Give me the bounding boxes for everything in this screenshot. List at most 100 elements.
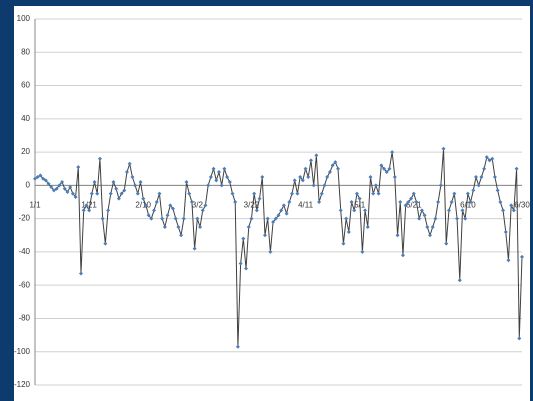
- point-marker: [465, 191, 470, 196]
- point-marker: [354, 191, 359, 196]
- point-marker: [376, 191, 381, 196]
- point-marker: [219, 183, 224, 188]
- point-marker: [452, 191, 457, 196]
- point-marker: [181, 216, 186, 221]
- point-marker: [106, 208, 111, 213]
- point-marker: [157, 191, 162, 196]
- point-marker: [357, 196, 362, 201]
- point-marker: [444, 241, 449, 246]
- point-marker: [471, 188, 476, 193]
- point-marker: [398, 200, 403, 204]
- point-marker: [187, 191, 192, 196]
- point-marker: [122, 188, 127, 193]
- x-tick-label: 5/21: [406, 200, 422, 209]
- point-marker: [336, 166, 341, 171]
- point-marker: [127, 161, 132, 166]
- x-tick-label: 3/22: [244, 200, 260, 209]
- point-marker: [162, 224, 167, 229]
- point-marker: [425, 224, 430, 229]
- point-marker: [249, 216, 254, 221]
- point-marker: [517, 336, 522, 341]
- point-marker: [43, 178, 48, 183]
- point-marker: [428, 233, 433, 238]
- point-marker: [463, 216, 468, 221]
- point-marker: [438, 183, 443, 188]
- point-marker: [392, 175, 397, 180]
- point-marker: [365, 224, 370, 229]
- point-marker: [295, 191, 300, 196]
- y-tick-label: 0: [26, 180, 31, 189]
- point-marker: [160, 216, 165, 221]
- point-marker: [395, 233, 400, 238]
- point-marker: [327, 170, 332, 175]
- point-marker: [487, 158, 492, 163]
- point-marker: [49, 185, 54, 190]
- point-marker: [287, 200, 292, 204]
- point-marker: [430, 224, 435, 229]
- point-marker: [143, 203, 148, 208]
- point-marker: [57, 183, 62, 188]
- point-marker: [41, 176, 46, 181]
- point-marker: [511, 208, 516, 213]
- point-marker: [325, 175, 330, 180]
- point-marker: [62, 186, 67, 191]
- point-marker: [235, 344, 240, 349]
- point-marker: [238, 261, 243, 266]
- point-marker: [95, 191, 100, 196]
- point-marker: [179, 233, 184, 238]
- point-marker: [244, 266, 249, 271]
- point-marker: [165, 213, 170, 218]
- point-marker: [468, 200, 473, 204]
- point-marker: [92, 180, 97, 185]
- point-marker: [298, 175, 303, 180]
- point-marker: [173, 216, 178, 221]
- point-marker: [81, 208, 86, 213]
- point-marker: [268, 249, 273, 254]
- point-marker: [54, 186, 59, 191]
- point-marker: [457, 278, 462, 283]
- point-marker: [273, 216, 278, 221]
- point-marker: [352, 208, 357, 213]
- point-marker: [227, 180, 232, 185]
- point-marker: [284, 211, 289, 216]
- point-marker: [230, 191, 235, 196]
- y-tick-label: -60: [18, 280, 30, 289]
- point-marker: [292, 178, 297, 183]
- point-marker: [222, 166, 227, 171]
- point-marker: [208, 175, 213, 180]
- point-marker: [241, 236, 246, 241]
- point-marker: [279, 208, 284, 213]
- point-marker: [446, 208, 451, 213]
- point-marker: [382, 166, 387, 171]
- point-marker: [114, 186, 119, 191]
- point-marker: [70, 191, 75, 196]
- point-marker: [281, 203, 286, 208]
- point-marker: [138, 180, 143, 185]
- point-marker: [460, 208, 465, 213]
- point-marker: [89, 191, 94, 196]
- point-marker: [349, 200, 354, 204]
- point-marker: [371, 191, 376, 196]
- point-marker: [176, 224, 181, 229]
- point-marker: [363, 208, 368, 213]
- point-marker: [68, 185, 73, 190]
- point-marker: [449, 200, 454, 204]
- point-marker: [514, 166, 519, 171]
- point-marker: [195, 216, 200, 221]
- x-tick-label: 4/11: [298, 200, 314, 209]
- y-tick-label: 60: [21, 81, 30, 90]
- y-tick-label: 20: [21, 147, 30, 156]
- point-marker: [135, 191, 140, 196]
- point-marker: [344, 216, 349, 221]
- point-marker: [290, 191, 295, 196]
- point-marker: [103, 241, 108, 246]
- point-marker: [300, 178, 305, 183]
- point-marker: [276, 213, 281, 218]
- point-marker: [400, 253, 405, 258]
- point-marker: [130, 175, 135, 180]
- point-marker: [271, 219, 276, 224]
- point-marker: [198, 224, 203, 229]
- point-marker: [419, 208, 424, 213]
- y-tick-label: -80: [18, 314, 30, 323]
